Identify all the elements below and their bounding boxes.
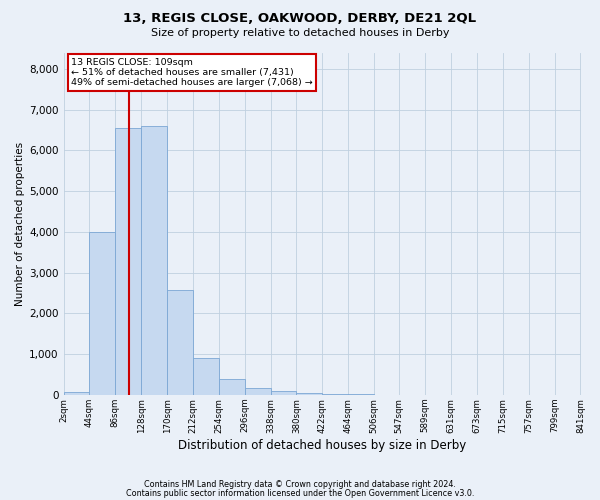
Bar <box>167 290 193 395</box>
Bar <box>219 380 245 395</box>
Bar <box>322 394 348 395</box>
Bar <box>193 358 219 395</box>
Bar <box>64 392 89 395</box>
Bar <box>115 128 141 395</box>
Bar <box>245 388 271 395</box>
Text: 13 REGIS CLOSE: 109sqm
← 51% of detached houses are smaller (7,431)
49% of semi-: 13 REGIS CLOSE: 109sqm ← 51% of detached… <box>71 58 313 88</box>
Text: Contains public sector information licensed under the Open Government Licence v3: Contains public sector information licen… <box>126 488 474 498</box>
X-axis label: Distribution of detached houses by size in Derby: Distribution of detached houses by size … <box>178 440 466 452</box>
Text: Contains HM Land Registry data © Crown copyright and database right 2024.: Contains HM Land Registry data © Crown c… <box>144 480 456 489</box>
Y-axis label: Number of detached properties: Number of detached properties <box>15 142 25 306</box>
Bar <box>271 391 296 395</box>
Text: 13, REGIS CLOSE, OAKWOOD, DERBY, DE21 2QL: 13, REGIS CLOSE, OAKWOOD, DERBY, DE21 2Q… <box>124 12 476 26</box>
Bar <box>296 392 322 395</box>
Bar <box>89 232 115 395</box>
Text: Size of property relative to detached houses in Derby: Size of property relative to detached ho… <box>151 28 449 38</box>
Bar <box>141 126 167 395</box>
